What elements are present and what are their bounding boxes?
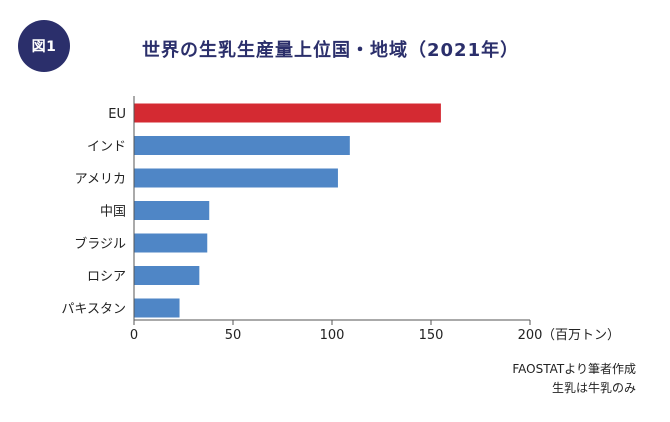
x-tick-label: 0: [130, 328, 138, 343]
bar-6: [134, 298, 180, 318]
bar-2: [134, 168, 338, 188]
dairy-note: 生乳は牛乳のみ: [551, 381, 636, 395]
category-label: アメリカ: [75, 172, 126, 187]
category-label: 中国: [100, 205, 126, 220]
x-tick-label: 50: [225, 328, 242, 343]
category-label: ブラジル: [74, 236, 126, 252]
category-label: パキスタン: [61, 302, 126, 317]
bar-3: [134, 201, 210, 220]
category-label: インド: [87, 140, 126, 155]
chart-title: 世界の生乳生産量上位国・地域（2021年）: [142, 40, 520, 61]
x-tick-label: 100: [320, 328, 345, 343]
figure-number-badge: 図1: [18, 20, 70, 72]
source-note: FAOSTATより筆者作成: [512, 362, 636, 376]
figure-number-label: 図1: [31, 39, 57, 55]
source-notes: FAOSTATより筆者作成 生乳は牛乳のみ: [512, 360, 636, 398]
x-tick-label: 150: [419, 328, 444, 343]
bar-5: [134, 266, 200, 285]
bar-1: [134, 136, 350, 155]
x-tick-label: 200: [518, 328, 543, 343]
bar-0: [134, 103, 441, 123]
category-label: ロシア: [87, 270, 126, 285]
category-label: EU: [108, 107, 126, 122]
x-axis-unit: （百万トン）: [542, 328, 620, 343]
bar-4: [134, 233, 208, 253]
